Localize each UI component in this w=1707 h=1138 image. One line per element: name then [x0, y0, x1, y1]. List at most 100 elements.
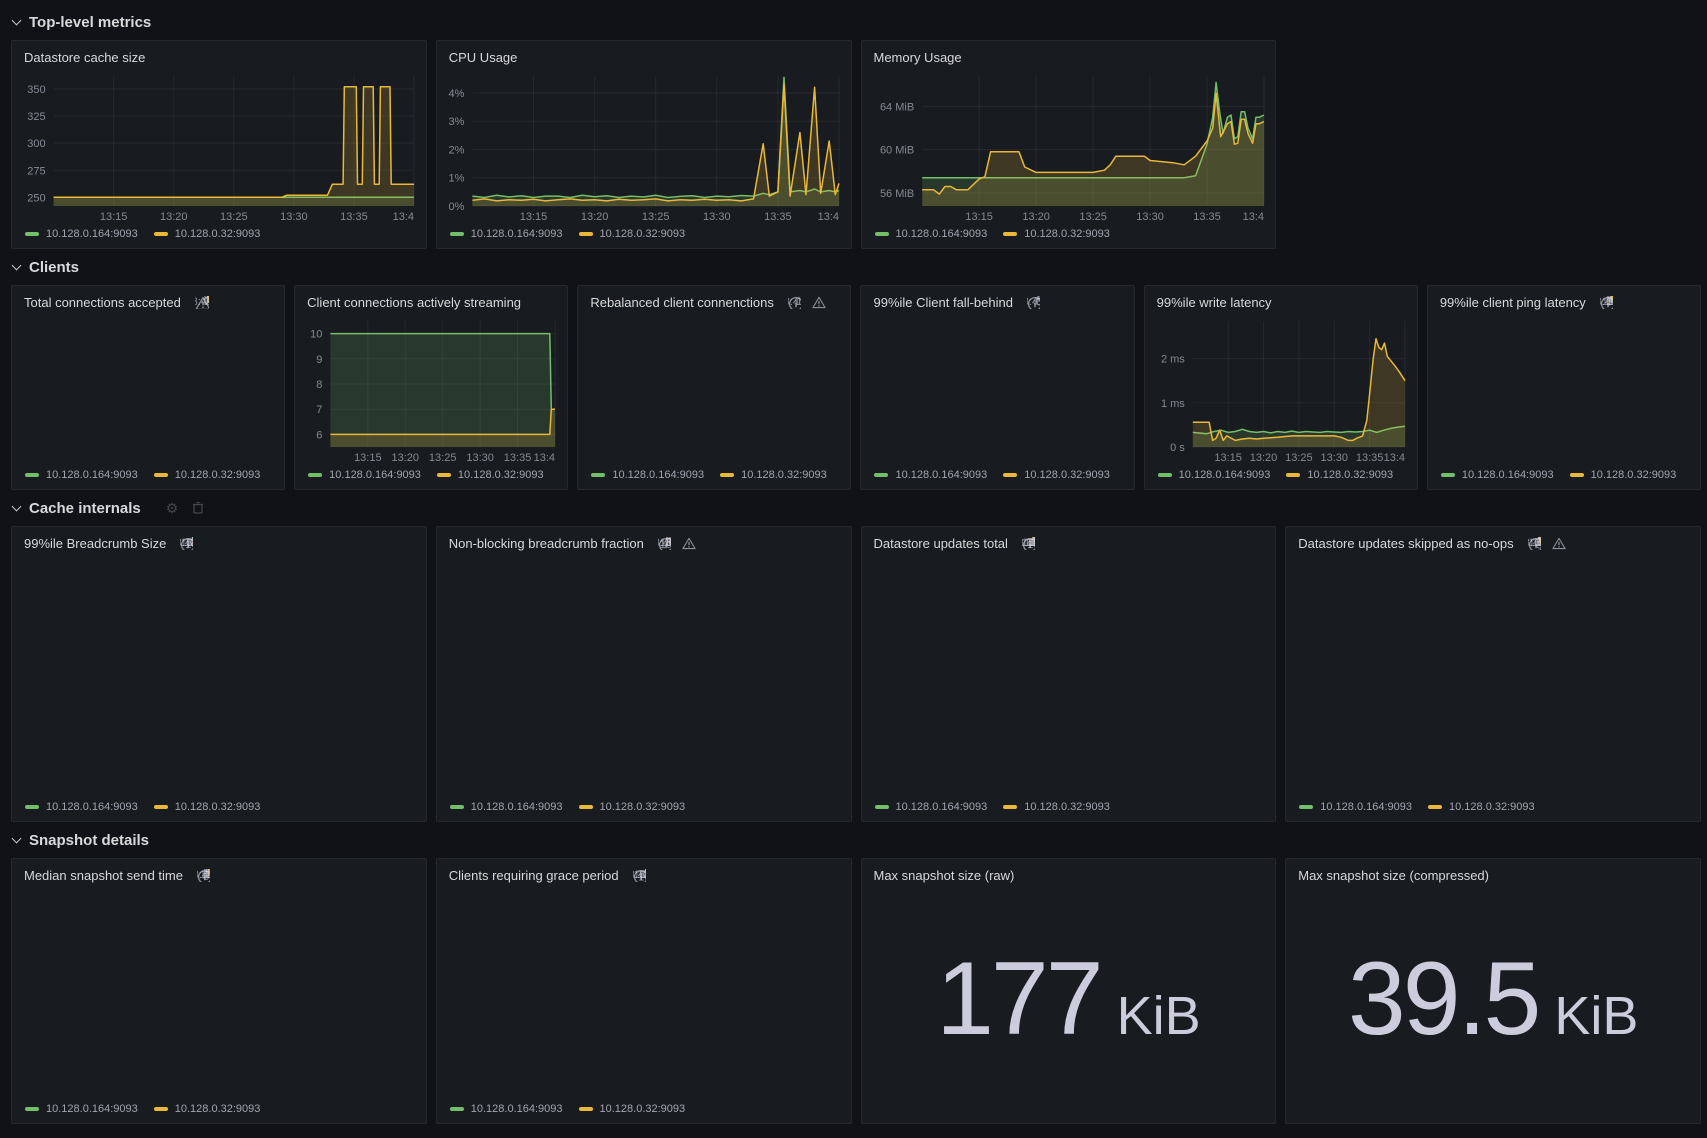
panel-title[interactable]: Memory Usage	[873, 50, 962, 65]
chart-area[interactable]	[447, 886, 841, 1099]
warning-icon[interactable]	[682, 537, 696, 550]
legend: 10.128.0.164:9093 10.128.0.32:9093	[872, 224, 1266, 244]
legend-item[interactable]: 10.128.0.32:9093	[720, 469, 827, 481]
chart-area[interactable]: 250 275 300 325 350 13:15 13:20 13:25 13:30 13:35…	[22, 68, 416, 224]
info-icon[interactable]: 0%20%40%60%80%100%13:1513:2013:2513:3013…	[658, 537, 671, 550]
svg-text:8: 8	[316, 379, 322, 391]
legend-item[interactable]: 10.128.0.32:9093	[436, 469, 544, 481]
info-icon[interactable]: 0 s5 ms10 ms15 ms20 ms25 ms30 ms13:1513:…	[197, 869, 210, 882]
chart-area[interactable]	[588, 313, 840, 465]
svg-text:13:30: 13:30	[637, 869, 646, 881]
warning-icon[interactable]	[812, 296, 826, 309]
legend-item[interactable]: 10.128.0.32:9093	[1003, 469, 1110, 481]
svg-text:20%: 20%	[666, 537, 671, 541]
gear-icon[interactable]: ⚙	[165, 499, 179, 516]
panel-title[interactable]: 99%ile Breadcrumb Size	[24, 536, 167, 551]
chart-area[interactable]	[1438, 313, 1690, 465]
legend-item[interactable]: 10.128.0.32:9093	[1003, 801, 1110, 813]
legend-item[interactable]: 10.128.0.32:9093	[153, 801, 260, 813]
legend-item[interactable]: 10.128.0.164:9093	[874, 801, 987, 813]
chart-area[interactable]	[22, 554, 416, 797]
section-header[interactable]: Top-level metrics	[11, 10, 1701, 34]
chart-area[interactable]: 0 s 1 ms 2 ms 13:15 13:20 13:25 13:30 13:35 13:4	[1155, 313, 1407, 465]
legend-item[interactable]: 10.128.0.164:9093	[1299, 801, 1412, 813]
info-icon[interactable]: 02040608010013:1513:2013:2513:3013:3513:…	[633, 869, 646, 882]
legend-item[interactable]: 10.128.0.32:9093	[578, 1103, 685, 1115]
legend-item[interactable]: 10.128.0.164:9093	[874, 228, 987, 240]
legend-item[interactable]: 10.128.0.32:9093	[153, 469, 260, 481]
legend-swatch-icon	[578, 232, 593, 236]
legend-item[interactable]: 10.128.0.164:9093	[25, 469, 138, 481]
panel-title[interactable]: 99%ile Client fall-behind	[873, 295, 1013, 310]
info-icon[interactable]: 02040608010013:1513:2013:2513:3013:3513:…	[180, 537, 194, 550]
chart-area[interactable]	[872, 554, 1266, 797]
legend-item[interactable]: 10.128.0.164:9093	[449, 1103, 563, 1115]
section-header[interactable]: Snapshot details	[11, 828, 1701, 852]
panel-title[interactable]: Max snapshot size (compressed)	[1298, 868, 1489, 883]
chart-area[interactable]	[22, 313, 274, 465]
legend-item[interactable]: 10.128.0.164:9093	[308, 469, 421, 481]
legend-item[interactable]: 10.128.0.32:9093	[153, 228, 260, 240]
legend-item[interactable]: 10.128.0.164:9093	[591, 469, 704, 481]
panel-title[interactable]: Non-blocking breadcrumb fraction	[448, 536, 644, 551]
legend-item[interactable]: 10.128.0.164:9093	[449, 801, 563, 813]
svg-text:13:35: 13:35	[660, 537, 671, 549]
panel-title[interactable]: Datastore cache size	[24, 50, 146, 65]
warning-icon[interactable]	[1551, 537, 1566, 550]
chart-area[interactable]: 0% 1% 2% 3% 4% 13:15 13:20 13:25 13:30 13:35 13:4	[447, 68, 841, 224]
chart-area[interactable]: 56 MiB 60 MiB 64 MiB 13:15 13:20 13:25 13:30 13…	[872, 68, 1266, 224]
panel-title[interactable]: Total connections accepted	[24, 295, 181, 310]
legend-item[interactable]: 10.128.0.32:9093	[578, 801, 685, 813]
svg-text:13:4: 13:4	[393, 211, 414, 223]
legend-swatch-icon	[153, 232, 168, 236]
legend-item[interactable]: 10.128.0.164:9093	[25, 228, 138, 240]
panel-title[interactable]: Rebalanced client connenctions	[590, 295, 774, 310]
panel-title[interactable]: CPU Usage	[448, 50, 518, 65]
legend-item[interactable]: 10.128.0.32:9093	[1003, 228, 1110, 240]
svg-text:0.5: 0.5	[1536, 537, 1541, 541]
info-icon[interactable]: 2 ms4 ms6 ms13:1513:2013:2513:3013:3513:…	[1600, 296, 1613, 309]
legend-item[interactable]: 10.128.0.164:9093	[1157, 469, 1270, 481]
chart-area[interactable]	[22, 886, 416, 1099]
svg-text:13:4: 13:4	[1242, 211, 1263, 223]
legend-item[interactable]: 10.128.0.164:9093	[25, 1103, 138, 1115]
legend-item[interactable]: 10.128.0.32:9093	[1428, 801, 1535, 813]
chart-area[interactable]	[1296, 554, 1690, 797]
chart-area[interactable]	[447, 554, 841, 797]
panel-title[interactable]: Median snapshot send time	[24, 868, 183, 883]
trash-icon[interactable]	[192, 501, 204, 516]
section-header[interactable]: Cache internals ⚙	[11, 496, 1701, 520]
panel-title[interactable]: Client connections actively streaming	[307, 295, 522, 310]
timeseries-panel: 99%ile write latency 0 s 1 ms 2 ms 13:15 13:…	[1143, 285, 1418, 490]
panel-title[interactable]: Datastore updates skipped as no-ops	[1298, 536, 1514, 551]
panel-title[interactable]: 99%ile write latency	[1156, 295, 1272, 310]
panel-header: Median snapshot send time 0 s5 ms10 ms15…	[22, 865, 416, 886]
chart-area[interactable]	[871, 313, 1123, 465]
panel-title[interactable]: Clients requiring grace period	[448, 868, 619, 883]
legend-item[interactable]: 10.128.0.164:9093	[1440, 469, 1554, 481]
legend-item[interactable]: 10.128.0.32:9093	[1286, 469, 1393, 481]
legend-label: 10.128.0.32:9093	[1307, 469, 1394, 481]
svg-text:13:4: 13:4	[1027, 296, 1038, 308]
svg-text:4%: 4%	[448, 88, 464, 100]
chart-area[interactable]: 6 7 8 9 10 13:15 13:20 13:25 13:30 13:35 13:4	[305, 313, 557, 465]
panel-title[interactable]: Max snapshot size (raw)	[873, 868, 1015, 883]
section-header[interactable]: Clients	[11, 255, 1701, 279]
svg-text:13:30: 13:30	[703, 211, 731, 223]
legend: 10.128.0.164:9093 10.128.0.32:9093	[447, 224, 841, 244]
panel-title[interactable]: Datastore updates total	[873, 536, 1008, 551]
legend-item[interactable]: 10.128.0.164:9093	[449, 228, 563, 240]
legend-item[interactable]: 10.128.0.32:9093	[153, 1103, 260, 1115]
legend-swatch-icon	[1003, 805, 1018, 809]
legend-item[interactable]: 10.128.0.164:9093	[25, 801, 138, 813]
legend-item[interactable]: 10.128.0.32:9093	[1569, 469, 1676, 481]
panel-title[interactable]: 99%ile client ping latency	[1439, 295, 1586, 310]
info-icon[interactable]: 00.511.522.533.513:1513:2013:2513:3013:3…	[1528, 537, 1541, 550]
legend-item[interactable]: 10.128.0.164:9093	[874, 469, 987, 481]
legend-item[interactable]: 10.128.0.32:9093	[578, 228, 685, 240]
